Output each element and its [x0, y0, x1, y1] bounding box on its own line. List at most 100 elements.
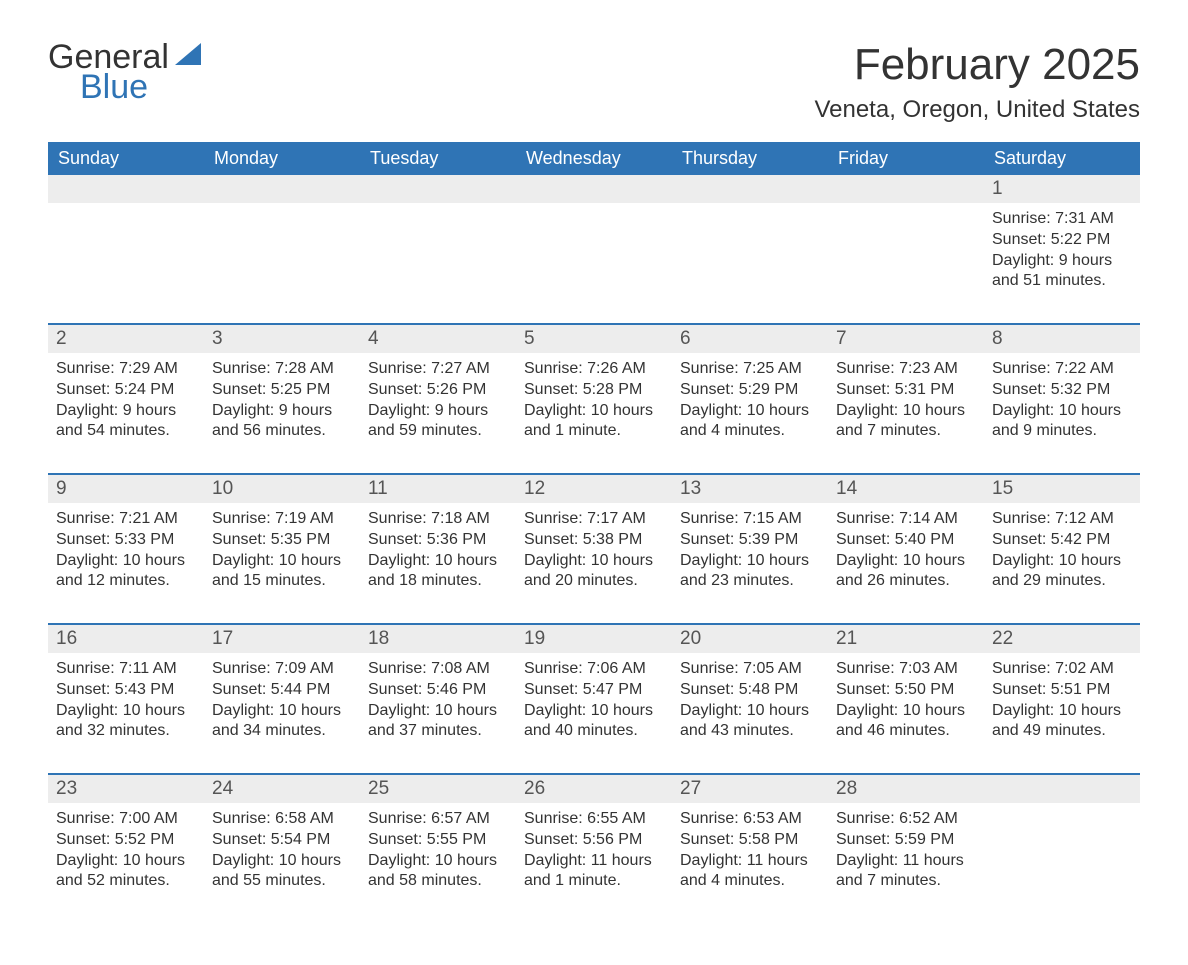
sunrise-text: Sunrise: 7:05 AM [680, 659, 820, 680]
day-cell: Sunrise: 7:23 AMSunset: 5:31 PMDaylight:… [828, 353, 984, 455]
header: General Blue February 2025 Veneta, Orego… [48, 40, 1140, 124]
day-cell: Sunrise: 7:03 AMSunset: 5:50 PMDaylight:… [828, 653, 984, 755]
day-number-band: 232425262728 [48, 775, 1140, 803]
day-cell: Sunrise: 7:00 AMSunset: 5:52 PMDaylight:… [48, 803, 204, 905]
daylight-text: Daylight: 11 hours [680, 851, 820, 872]
sunset-text: Sunset: 5:31 PM [836, 380, 976, 401]
daylight-text-cont: and 23 minutes. [680, 571, 820, 592]
daylight-text-cont: and 40 minutes. [524, 721, 664, 742]
day-cell [672, 203, 828, 305]
daylight-text: Daylight: 10 hours [524, 551, 664, 572]
sunrise-text: Sunrise: 7:08 AM [368, 659, 508, 680]
day-number: 28 [828, 775, 984, 803]
sunset-text: Sunset: 5:26 PM [368, 380, 508, 401]
day-number [360, 175, 516, 203]
month-title: February 2025 [814, 40, 1140, 90]
daylight-text-cont: and 43 minutes. [680, 721, 820, 742]
sunrise-text: Sunrise: 7:23 AM [836, 359, 976, 380]
sunrise-text: Sunrise: 7:17 AM [524, 509, 664, 530]
day-cell: Sunrise: 6:53 AMSunset: 5:58 PMDaylight:… [672, 803, 828, 905]
day-cell: Sunrise: 7:17 AMSunset: 5:38 PMDaylight:… [516, 503, 672, 605]
sunrise-text: Sunrise: 7:15 AM [680, 509, 820, 530]
day-cell [360, 203, 516, 305]
day-cell: Sunrise: 7:06 AMSunset: 5:47 PMDaylight:… [516, 653, 672, 755]
daylight-text: Daylight: 9 hours [56, 401, 196, 422]
sunrise-text: Sunrise: 7:02 AM [992, 659, 1132, 680]
sunset-text: Sunset: 5:47 PM [524, 680, 664, 701]
daylight-text: Daylight: 10 hours [836, 701, 976, 722]
daylight-text: Daylight: 10 hours [212, 701, 352, 722]
sunrise-text: Sunrise: 7:14 AM [836, 509, 976, 530]
daylight-text-cont: and 26 minutes. [836, 571, 976, 592]
calendar: Sunday Monday Tuesday Wednesday Thursday… [48, 142, 1140, 905]
daylight-text: Daylight: 10 hours [56, 851, 196, 872]
day-number [48, 175, 204, 203]
sunrise-text: Sunrise: 7:21 AM [56, 509, 196, 530]
day-cell: Sunrise: 7:08 AMSunset: 5:46 PMDaylight:… [360, 653, 516, 755]
daylight-text-cont: and 54 minutes. [56, 421, 196, 442]
calendar-week: 9101112131415Sunrise: 7:21 AMSunset: 5:3… [48, 473, 1140, 605]
day-number [984, 775, 1140, 803]
day-number: 27 [672, 775, 828, 803]
sunrise-text: Sunrise: 7:31 AM [992, 209, 1132, 230]
day-number: 6 [672, 325, 828, 353]
daylight-text: Daylight: 10 hours [992, 551, 1132, 572]
day-cell [984, 803, 1140, 905]
dow-sunday: Sunday [48, 142, 204, 175]
daylight-text-cont: and 18 minutes. [368, 571, 508, 592]
day-cell: Sunrise: 7:12 AMSunset: 5:42 PMDaylight:… [984, 503, 1140, 605]
sunset-text: Sunset: 5:55 PM [368, 830, 508, 851]
day-cell: Sunrise: 7:19 AMSunset: 5:35 PMDaylight:… [204, 503, 360, 605]
day-cell: Sunrise: 7:02 AMSunset: 5:51 PMDaylight:… [984, 653, 1140, 755]
sunset-text: Sunset: 5:48 PM [680, 680, 820, 701]
day-number: 17 [204, 625, 360, 653]
sunrise-text: Sunrise: 6:55 AM [524, 809, 664, 830]
day-cell: Sunrise: 7:31 AMSunset: 5:22 PMDaylight:… [984, 203, 1140, 305]
day-cell [516, 203, 672, 305]
sunset-text: Sunset: 5:40 PM [836, 530, 976, 551]
day-number-band: 1 [48, 175, 1140, 203]
sunset-text: Sunset: 5:29 PM [680, 380, 820, 401]
daylight-text-cont: and 32 minutes. [56, 721, 196, 742]
daylight-text-cont: and 59 minutes. [368, 421, 508, 442]
day-cell: Sunrise: 7:22 AMSunset: 5:32 PMDaylight:… [984, 353, 1140, 455]
sunrise-text: Sunrise: 6:52 AM [836, 809, 976, 830]
sunset-text: Sunset: 5:46 PM [368, 680, 508, 701]
daylight-text-cont: and 29 minutes. [992, 571, 1132, 592]
sunrise-text: Sunrise: 7:19 AM [212, 509, 352, 530]
day-cell: Sunrise: 7:25 AMSunset: 5:29 PMDaylight:… [672, 353, 828, 455]
logo: General Blue [48, 40, 209, 104]
day-number-band: 2345678 [48, 325, 1140, 353]
daylight-text: Daylight: 10 hours [368, 551, 508, 572]
daylight-text: Daylight: 9 hours [368, 401, 508, 422]
daylight-text: Daylight: 10 hours [524, 401, 664, 422]
sunrise-text: Sunrise: 7:11 AM [56, 659, 196, 680]
day-cell: Sunrise: 7:05 AMSunset: 5:48 PMDaylight:… [672, 653, 828, 755]
daylight-text-cont: and 55 minutes. [212, 871, 352, 892]
day-number: 1 [984, 175, 1140, 203]
daylight-text: Daylight: 10 hours [524, 701, 664, 722]
daylight-text: Daylight: 10 hours [992, 401, 1132, 422]
day-number: 23 [48, 775, 204, 803]
daylight-text-cont: and 51 minutes. [992, 271, 1132, 292]
sunrise-text: Sunrise: 7:00 AM [56, 809, 196, 830]
sunrise-text: Sunrise: 6:58 AM [212, 809, 352, 830]
sunset-text: Sunset: 5:51 PM [992, 680, 1132, 701]
sunrise-text: Sunrise: 7:06 AM [524, 659, 664, 680]
daylight-text-cont: and 4 minutes. [680, 871, 820, 892]
dow-friday: Friday [828, 142, 984, 175]
daylight-text: Daylight: 10 hours [680, 401, 820, 422]
daylight-text: Daylight: 10 hours [212, 551, 352, 572]
day-number: 26 [516, 775, 672, 803]
sunset-text: Sunset: 5:54 PM [212, 830, 352, 851]
day-number: 10 [204, 475, 360, 503]
day-number: 8 [984, 325, 1140, 353]
day-number: 19 [516, 625, 672, 653]
sunrise-text: Sunrise: 7:22 AM [992, 359, 1132, 380]
day-cell: Sunrise: 6:58 AMSunset: 5:54 PMDaylight:… [204, 803, 360, 905]
daylight-text: Daylight: 9 hours [992, 251, 1132, 272]
sunset-text: Sunset: 5:50 PM [836, 680, 976, 701]
daylight-text: Daylight: 9 hours [212, 401, 352, 422]
day-cell: Sunrise: 7:15 AMSunset: 5:39 PMDaylight:… [672, 503, 828, 605]
day-of-week-header: Sunday Monday Tuesday Wednesday Thursday… [48, 142, 1140, 175]
